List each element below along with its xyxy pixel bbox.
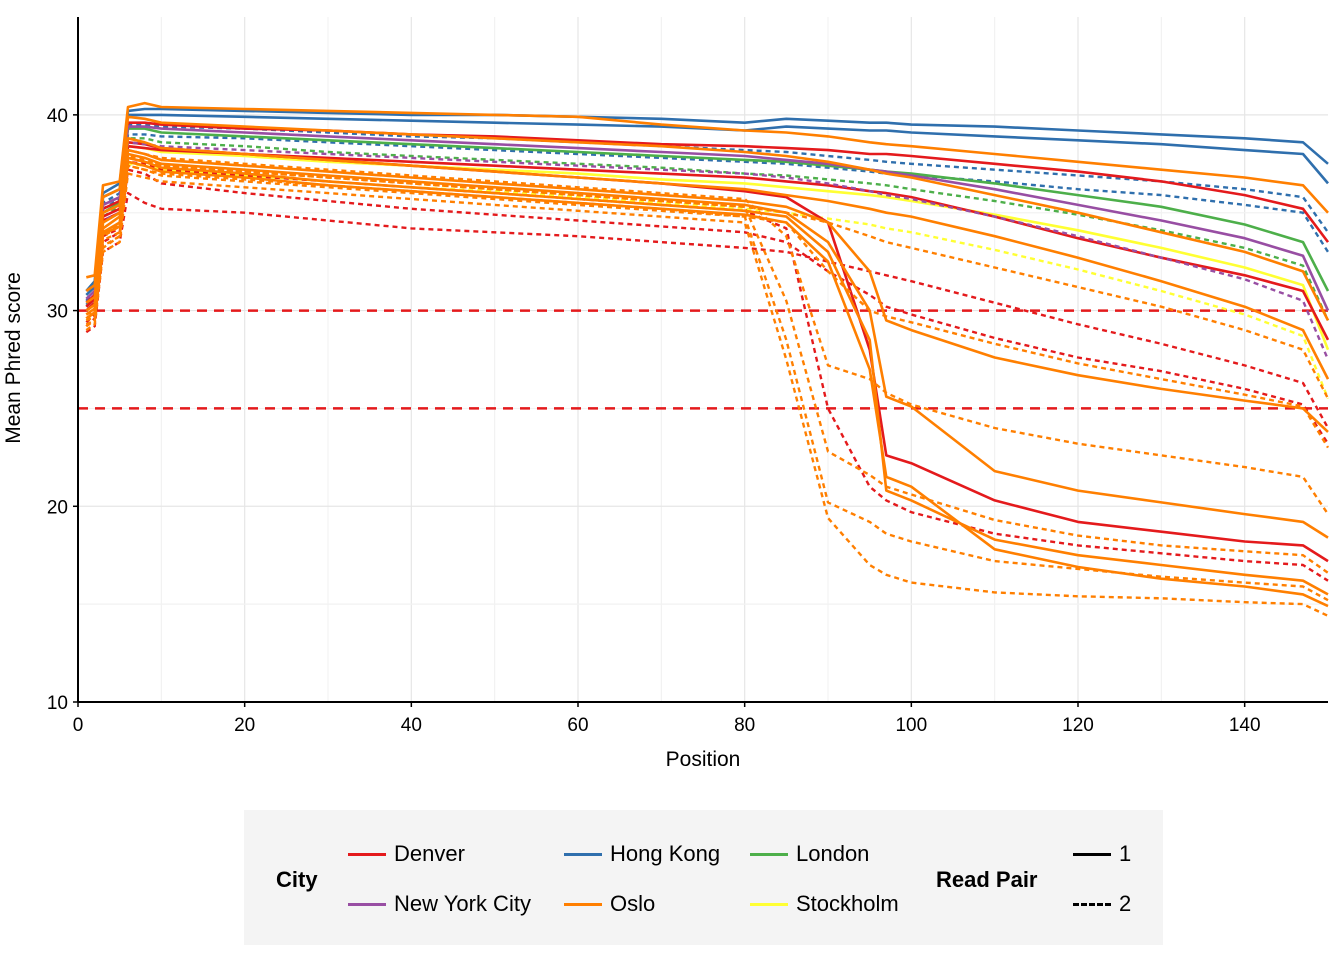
legend-item-stockholm: Stockholm: [750, 891, 899, 917]
line-chart: 0 20 40 60 80 100 120 140 10 20 30 40 Position Mean…: [2, 17, 1330, 771]
legend-swatch-stockholm: [750, 902, 788, 906]
x-tick-label: 100: [895, 715, 927, 736]
legend-item-hong-kong: Hong Kong: [564, 841, 720, 867]
x-tick-label: 60: [567, 715, 588, 736]
series-line-oslo-read-1: [85, 101, 1329, 279]
series-line-oslo-read-2: [85, 156, 1329, 574]
legend-label-denver: Denver: [394, 841, 465, 866]
legend-swatch-dashed: [1073, 902, 1111, 906]
legend-label-stockholm: Stockholm: [796, 891, 899, 916]
series-line-oslo-read-1: [85, 137, 1330, 380]
legend-item-new-york-city: New York City: [348, 891, 531, 917]
series-line-oslo-read-1: [85, 152, 1329, 539]
x-axis-title: Position: [666, 748, 741, 771]
x-tick-label: 0: [73, 715, 84, 736]
y-tick-label: 30: [47, 302, 68, 323]
series-line-oslo-read-2: [85, 164, 1329, 602]
legend-label-hong-kong: Hong Kong: [610, 841, 721, 866]
series-line-denver-read-2: [85, 160, 1329, 582]
series-line-denver-read-2: [85, 191, 1330, 429]
x-tick-label: 20: [234, 715, 255, 736]
legend-label-oslo: Oslo: [610, 891, 656, 916]
series-line-oslo-read-1: [85, 148, 1329, 433]
legend: City Denver New York City Hong Kong Oslo…: [244, 810, 1163, 945]
legend-city-title: City: [276, 867, 318, 892]
legend-read-pair-title: Read Pair: [936, 867, 1038, 892]
legend-label-read-pair-1: 1: [1119, 841, 1132, 866]
series-line-hong-kong-read-1: [85, 107, 1329, 292]
series-line-denver-read-2: [85, 168, 1330, 445]
y-tick-label: 20: [47, 497, 68, 518]
legend-swatch-new-york-city: [348, 902, 386, 906]
series-line-oslo-read-1: [85, 115, 1330, 321]
tick-labels: 0 20 40 60 80 100 120 140 10 20 30 40: [47, 106, 1261, 736]
legend-swatch-oslo: [564, 902, 602, 906]
legend-item-read-pair-2: 2: [1073, 891, 1131, 917]
series-line-oslo-read-2: [85, 148, 1329, 515]
legend-label-london: London: [796, 841, 870, 866]
legend-item-read-pair-1: 1: [1073, 841, 1131, 867]
series-line-london-read-2: [85, 137, 1330, 321]
y-tick-label: 40: [47, 106, 68, 127]
legend-label-new-york-city: New York City: [394, 891, 531, 916]
threshold-lines: [78, 309, 1328, 410]
x-tick-label: 80: [734, 715, 755, 736]
y-axis-title: Mean Phred score: [2, 272, 25, 444]
x-tick-label: 140: [1229, 715, 1261, 736]
y-tick-label: 10: [47, 693, 68, 714]
legend-label-read-pair-2: 2: [1119, 891, 1132, 916]
series-line-hong-kong-read-2: [85, 133, 1330, 306]
legend-swatch-hong-kong: [564, 852, 602, 856]
legend-item-london: London: [750, 841, 869, 867]
series-lines: [85, 101, 1330, 617]
legend-swatch-solid: [1073, 852, 1111, 856]
series-line-oslo-read-2: [85, 154, 1330, 400]
legend-swatch-denver: [348, 852, 386, 856]
axes: [77, 17, 1328, 703]
x-tick-label: 120: [1062, 715, 1094, 736]
legend-swatch-london: [750, 852, 788, 856]
legend-item-oslo: Oslo: [564, 891, 655, 917]
series-line-oslo-read-2: [85, 164, 1330, 449]
series-line-oslo-read-2: [85, 172, 1329, 617]
x-tick-label: 40: [401, 715, 422, 736]
legend-item-denver: Denver: [348, 841, 465, 867]
